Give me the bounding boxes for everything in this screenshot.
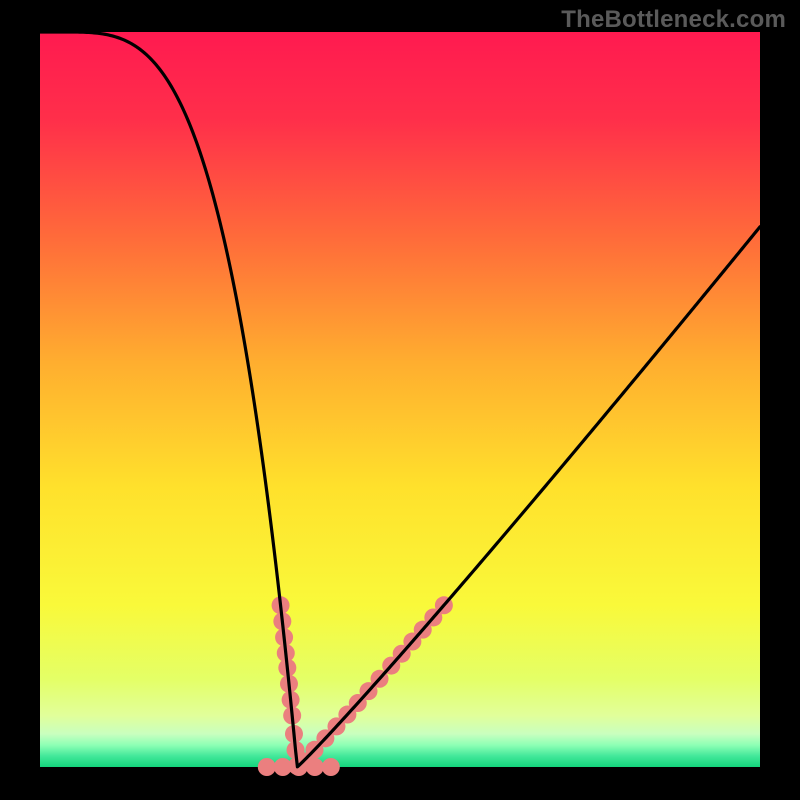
plot-area xyxy=(40,32,760,767)
watermark-text: TheBottleneck.com xyxy=(561,6,786,34)
chart-container: TheBottleneck.com xyxy=(0,0,800,800)
